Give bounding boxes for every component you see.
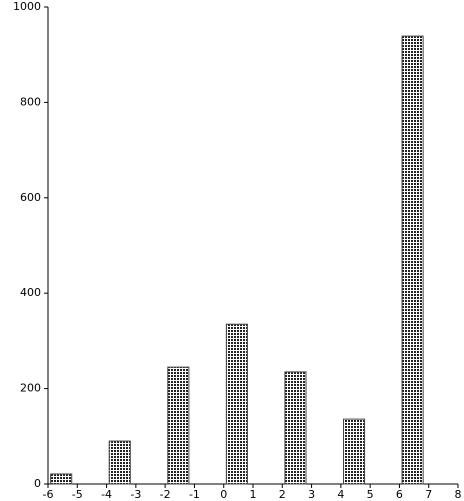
x-tick-label: 1 (250, 488, 257, 501)
bar (284, 371, 307, 485)
x-tick-label: -3 (130, 488, 141, 501)
x-tick-label: -4 (101, 488, 112, 501)
y-tick-label: 0 (34, 477, 41, 490)
y-tick-label: 200 (20, 382, 41, 395)
y-tick-label: 1000 (13, 0, 41, 13)
x-tick-label: 8 (455, 488, 462, 501)
bar (225, 323, 248, 485)
x-tick-label: 4 (337, 488, 344, 501)
bar (50, 473, 73, 485)
y-tick-label: 400 (20, 286, 41, 299)
x-tick-label: 5 (367, 488, 374, 501)
x-tick-label: -5 (72, 488, 83, 501)
x-tick-label: -1 (189, 488, 200, 501)
bar (108, 440, 131, 485)
y-tick-label: 800 (20, 95, 41, 108)
x-tick-label: 7 (425, 488, 432, 501)
x-tick-label: 3 (308, 488, 315, 501)
y-tick-label: 600 (20, 191, 41, 204)
bar (167, 366, 190, 485)
x-tick-label: -2 (160, 488, 171, 501)
x-tick-label: -6 (43, 488, 54, 501)
bar (401, 35, 424, 485)
x-tick-label: 6 (396, 488, 403, 501)
bar (342, 418, 366, 485)
x-tick-label: 2 (279, 488, 286, 501)
x-tick-label: 0 (220, 488, 227, 501)
